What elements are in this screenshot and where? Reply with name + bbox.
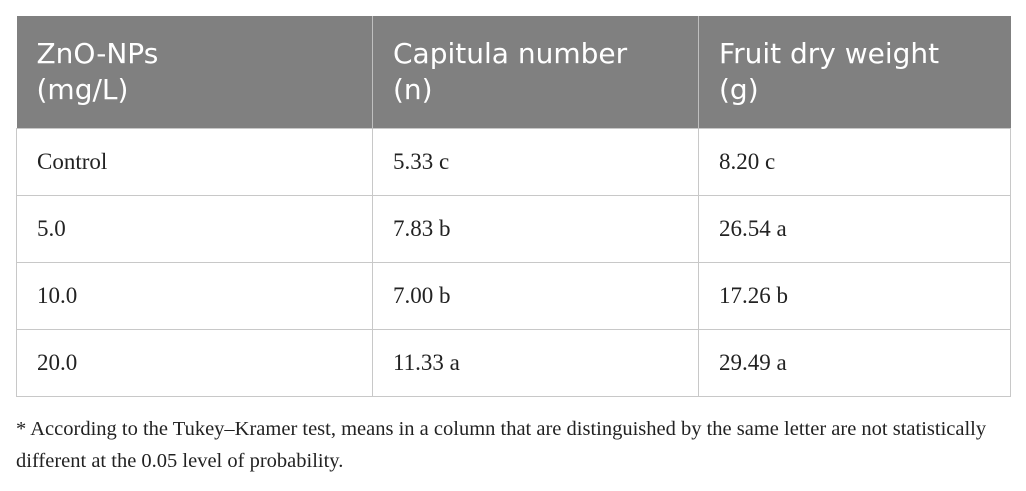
table-body: Control 5.33 c 8.20 c 5.0 7.83 b 26.54 a 10.0 7… <box>16 127 1011 397</box>
table-cell: Control <box>16 127 373 196</box>
table-row: Control 5.33 c 8.20 c <box>16 127 1011 196</box>
table-cell: 5.0 <box>16 194 373 263</box>
table-cell: 8.20 c <box>698 127 1011 196</box>
header-line: (mg/L) <box>36 72 129 106</box>
footnote: * According to the Tukey–Kramer test, me… <box>16 418 987 472</box>
header-line: ZnO-NPs <box>36 36 159 70</box>
header-cell: Fruit dry weight (g) <box>698 16 1011 128</box>
table-row: 5.0 7.83 b 26.54 a <box>16 194 1011 263</box>
header-line: (n) <box>393 72 433 106</box>
table-row: 20.0 11.33 a 29.49 a <box>16 328 1011 397</box>
header-line: (g) <box>719 72 759 106</box>
header-line: Capitula number <box>393 36 628 70</box>
header-cell: Capitula number (n) <box>372 16 699 128</box>
table-row: 10.0 7.00 b 17.26 b <box>16 261 1011 330</box>
table-cell: 11.33 a <box>372 328 699 397</box>
table-cell: 17.26 b <box>698 261 1011 330</box>
table-cell: 20.0 <box>16 328 373 397</box>
header-cell: ZnO-NPs (mg/L) <box>16 16 373 128</box>
table-cell: 10.0 <box>16 261 373 330</box>
table-cell: 7.00 b <box>372 261 699 330</box>
table-cell: 26.54 a <box>698 194 1011 263</box>
header-row: ZnO-NPs (mg/L) Capitula number (n) Fruit dry… <box>16 16 1011 128</box>
header-line: Fruit dry weight <box>719 36 940 70</box>
table-cell: 29.49 a <box>698 328 1011 397</box>
data-table: ZnO-NPs (mg/L) Capitula number (n) Fruit dry… <box>16 16 1011 397</box>
table-cell: 7.83 b <box>372 194 699 263</box>
table-cell: 5.33 c <box>372 127 699 196</box>
